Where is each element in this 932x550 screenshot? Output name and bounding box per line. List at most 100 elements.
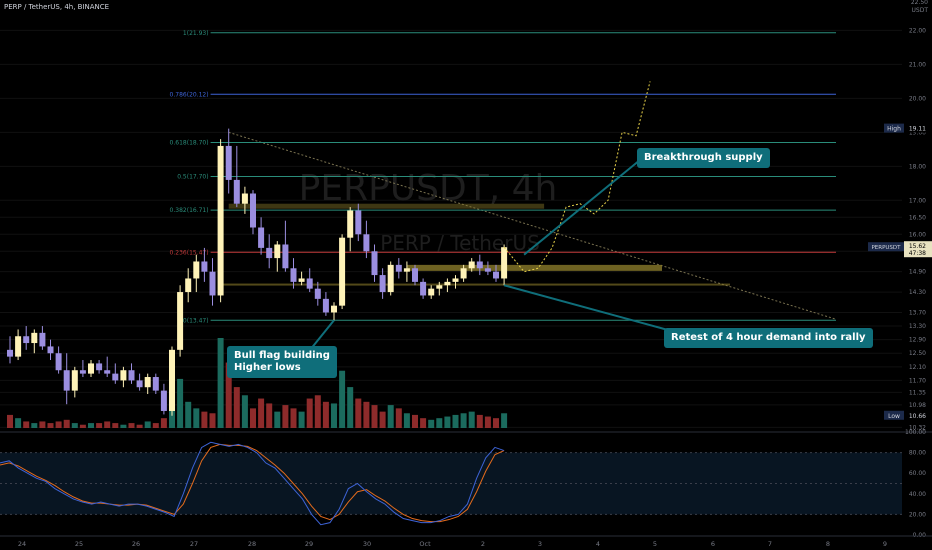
stoch-tick: 20.00 — [909, 511, 926, 518]
price-tick: 13.70 — [909, 309, 926, 316]
candle-body — [217, 145, 224, 296]
last-price-bg — [904, 241, 932, 258]
candle-body — [387, 264, 394, 293]
candle-body — [395, 264, 402, 272]
volume-bar — [387, 405, 394, 428]
candle-body — [412, 268, 418, 282]
price-tick: 12.50 — [909, 350, 926, 357]
price-tick: 12.90 — [909, 337, 926, 344]
candle-body — [128, 370, 135, 381]
candle-body — [201, 261, 208, 272]
demand-zone — [406, 264, 662, 271]
volume-bar — [15, 418, 22, 428]
price-tick: 22.00 — [909, 27, 926, 34]
candle-body — [258, 227, 265, 248]
candle-body — [185, 278, 192, 293]
price-tick: 16.50 — [909, 214, 926, 221]
callout-pointer-bull-flag — [309, 319, 335, 351]
price-tick: 22.50 — [911, 0, 928, 6]
fib-level-label: 0.236(15.47) — [170, 249, 209, 256]
time-label: 28 — [248, 540, 256, 548]
candle-body — [322, 298, 329, 313]
volume-bar — [88, 423, 94, 428]
volume-bar — [31, 423, 38, 428]
time-label: 9 — [883, 540, 887, 548]
volume-bar — [347, 387, 354, 428]
price-tick: 17.00 — [909, 197, 926, 204]
volume-bar — [144, 421, 151, 428]
candle-body — [71, 370, 78, 391]
callout-retest: Retest of 4 hour demand into rally — [664, 328, 873, 348]
high-value-bg — [904, 123, 932, 133]
candle-body — [177, 292, 184, 350]
candle-body — [468, 261, 475, 269]
descending-trendline — [228, 131, 837, 320]
volume-bar — [282, 405, 289, 428]
high-label-bg — [884, 123, 904, 133]
callout-bull-flag-line1: Bull flag building — [234, 350, 330, 361]
price-tick: 12.10 — [909, 364, 926, 371]
volume-bar — [152, 423, 159, 428]
volume-bar — [306, 398, 313, 428]
candle-body — [15, 336, 22, 357]
candle-body — [444, 281, 451, 286]
volume-bar — [136, 424, 143, 428]
time-label: 8 — [826, 540, 830, 548]
candle-body — [484, 268, 491, 272]
countdown: 47:38 — [909, 250, 926, 257]
callout-bull-flag: Bull flag building Higher lows — [227, 346, 337, 378]
volume-bar — [371, 405, 378, 428]
candle-body — [274, 244, 281, 259]
volume-bar — [395, 408, 402, 428]
candle-body — [452, 278, 459, 282]
candle-body — [476, 261, 483, 269]
volume-bar — [193, 408, 200, 428]
support-line — [220, 283, 730, 286]
time-label: 2 — [481, 540, 485, 548]
price-tick: 11.35 — [909, 389, 926, 396]
volume-bar — [258, 398, 265, 428]
price-tick: 19.00 — [909, 129, 926, 136]
last-symbol: PERPUSDT — [871, 245, 901, 251]
candle-body — [47, 346, 54, 354]
supply-zone — [228, 203, 545, 209]
candle-body — [120, 370, 127, 381]
volume-bar — [160, 418, 167, 428]
candle-body — [298, 278, 305, 282]
fib-level-label: 0.786(20.12) — [170, 91, 209, 98]
candle-body — [152, 377, 159, 391]
candle-body — [347, 210, 354, 238]
volume-bar — [233, 387, 240, 428]
price-tick: 13.30 — [909, 323, 926, 330]
time-label: 24 — [18, 540, 26, 548]
volume-bar — [420, 418, 427, 428]
low-label: Low — [888, 413, 900, 420]
volume-bar — [274, 411, 281, 428]
price-tick: 21.00 — [909, 61, 926, 68]
low-label-bg — [884, 410, 904, 420]
time-label: 27 — [190, 540, 198, 548]
time-label: 30 — [363, 540, 371, 548]
high-label: High — [887, 126, 901, 133]
watermark-name: PERP / TetherUS — [380, 231, 540, 255]
time-label: 5 — [653, 540, 657, 548]
candle-body — [420, 281, 427, 296]
price-axis-unit: USDT — [912, 7, 929, 14]
time-label: 29 — [305, 540, 313, 548]
stoch-tick: 100.00 — [905, 429, 926, 436]
volume-bar — [39, 421, 46, 428]
high-value: 19.11 — [909, 126, 926, 133]
callout-bull-flag-line2: Higher lows — [234, 362, 301, 373]
price-tick: 14.90 — [909, 269, 926, 276]
callout-retest-text: Retest of 4 hour demand into rally — [671, 332, 866, 343]
volume-bar — [79, 424, 86, 428]
candle-body — [460, 268, 467, 279]
price-tick: 11.70 — [909, 377, 926, 384]
candle-body — [88, 363, 94, 374]
low-value: 10.66 — [909, 413, 926, 420]
candle-body — [282, 244, 289, 269]
fib-level-label: 1(21.93) — [183, 30, 209, 37]
volume-bar — [128, 423, 135, 428]
candle-body — [379, 275, 386, 293]
